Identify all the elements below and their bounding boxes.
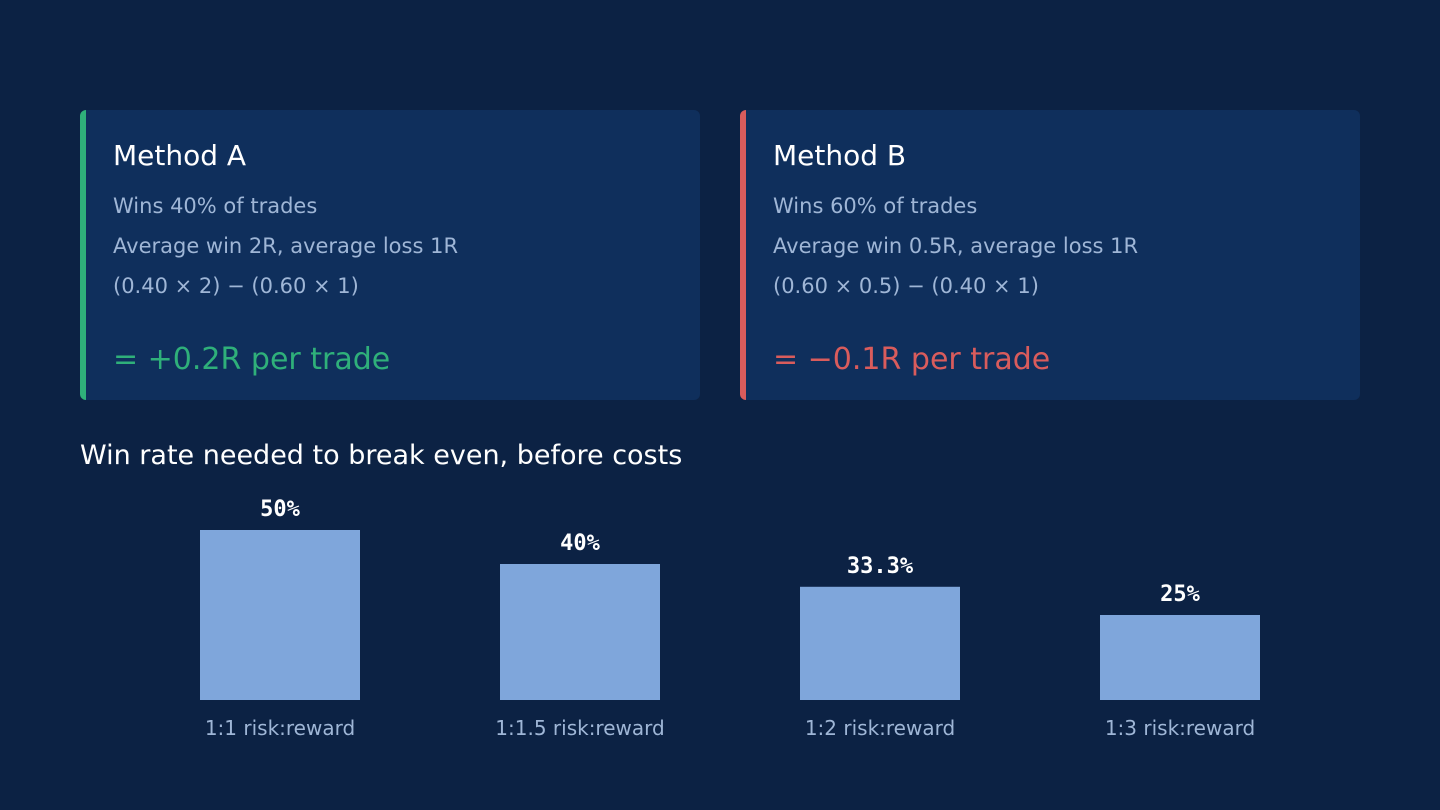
category-label-2: 1:1.5 risk:reward [495,716,664,740]
method-b-formula: (0.60 × 0.5) − (0.40 × 1) [773,274,1039,298]
method-b-win-rate: Wins 60% of trades [773,194,978,218]
bar-4 [1100,615,1260,700]
category-label-1: 1:1 risk:reward [205,716,355,740]
method-b-averages: Average win 0.5R, average loss 1R [773,234,1139,258]
method-a-formula: (0.40 × 2) − (0.60 × 1) [113,274,359,298]
method-a-averages: Average win 2R, average loss 1R [113,234,459,258]
bar-value-label-4: 25% [1160,582,1200,607]
bar-value-label-3: 33.3% [847,554,914,579]
bar-value-label-2: 40% [560,531,600,556]
bar-2 [500,564,660,700]
method-a-win-rate: Wins 40% of trades [113,194,318,218]
method-b-result: = −0.1R per trade [773,342,1051,377]
method-a-title: Method A [113,139,247,172]
bar-value-label-1: 50% [260,497,300,522]
category-label-3: 1:2 risk:reward [805,716,955,740]
bar-1 [200,530,360,700]
method-a-result: = +0.2R per trade [113,342,391,377]
bar-3 [800,586,960,700]
chart-title: Win rate needed to break even, before co… [80,440,683,471]
category-label-4: 1:3 risk:reward [1105,716,1255,740]
method-b-card: Method B Wins 60% of trades Average win … [740,110,1360,400]
method-b-title: Method B [773,139,907,172]
method-a-card: Method A Wins 40% of trades Average win … [80,110,700,400]
